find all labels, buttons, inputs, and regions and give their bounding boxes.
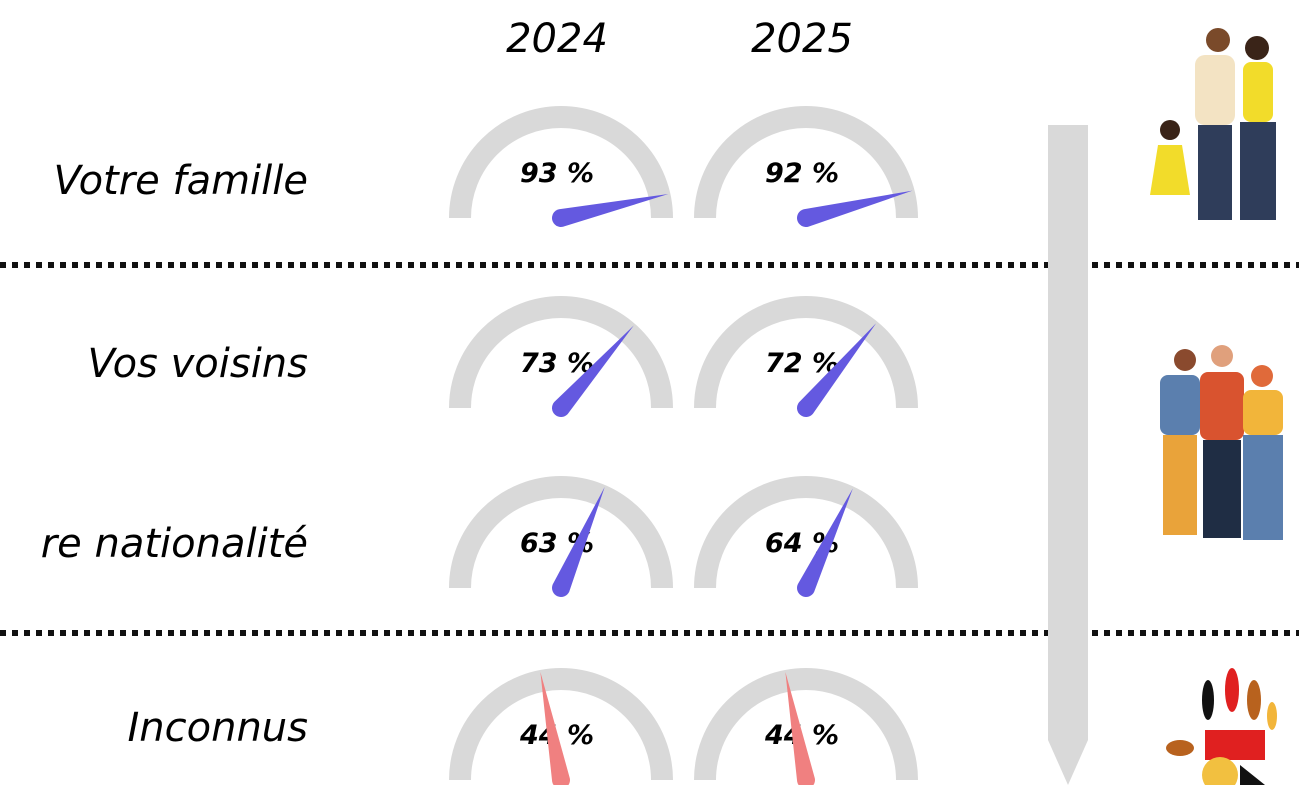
value-label: 92 %: [765, 158, 839, 189]
vertical-arrow: [1048, 125, 1088, 785]
row-label: Vos voisins: [88, 341, 308, 387]
gauge-needle: [552, 194, 669, 228]
gauge-needle: [796, 190, 913, 227]
neighbors-illustration: [1160, 345, 1283, 540]
gauge-needle: [797, 488, 853, 597]
row-label: re nationalité: [41, 521, 308, 567]
gauge-track: [449, 668, 673, 781]
gauge-track: [694, 668, 918, 781]
year-label: 2024: [506, 16, 608, 62]
gauge-needle: [785, 671, 815, 785]
row-label: Inconnus: [127, 705, 308, 751]
gauge-track: [694, 106, 918, 219]
gauge-needle: [552, 325, 634, 417]
value-label: 73 %: [520, 348, 594, 379]
gauge-needle: [552, 487, 605, 597]
hand-illustration: [1166, 668, 1277, 785]
gauge-track: [449, 106, 673, 219]
year-label: 2025: [751, 16, 853, 62]
gauge-needle: [796, 323, 877, 417]
gauge-track: [449, 476, 673, 589]
gauge-track: [694, 476, 918, 589]
value-label: 93 %: [520, 158, 594, 189]
gauge-needle: [540, 671, 570, 785]
family-illustration: [1150, 28, 1276, 220]
gauge-track: [694, 296, 918, 409]
value-label: 72 %: [765, 348, 839, 379]
gauge-track: [449, 296, 673, 409]
row-label: Votre famille: [54, 158, 308, 204]
